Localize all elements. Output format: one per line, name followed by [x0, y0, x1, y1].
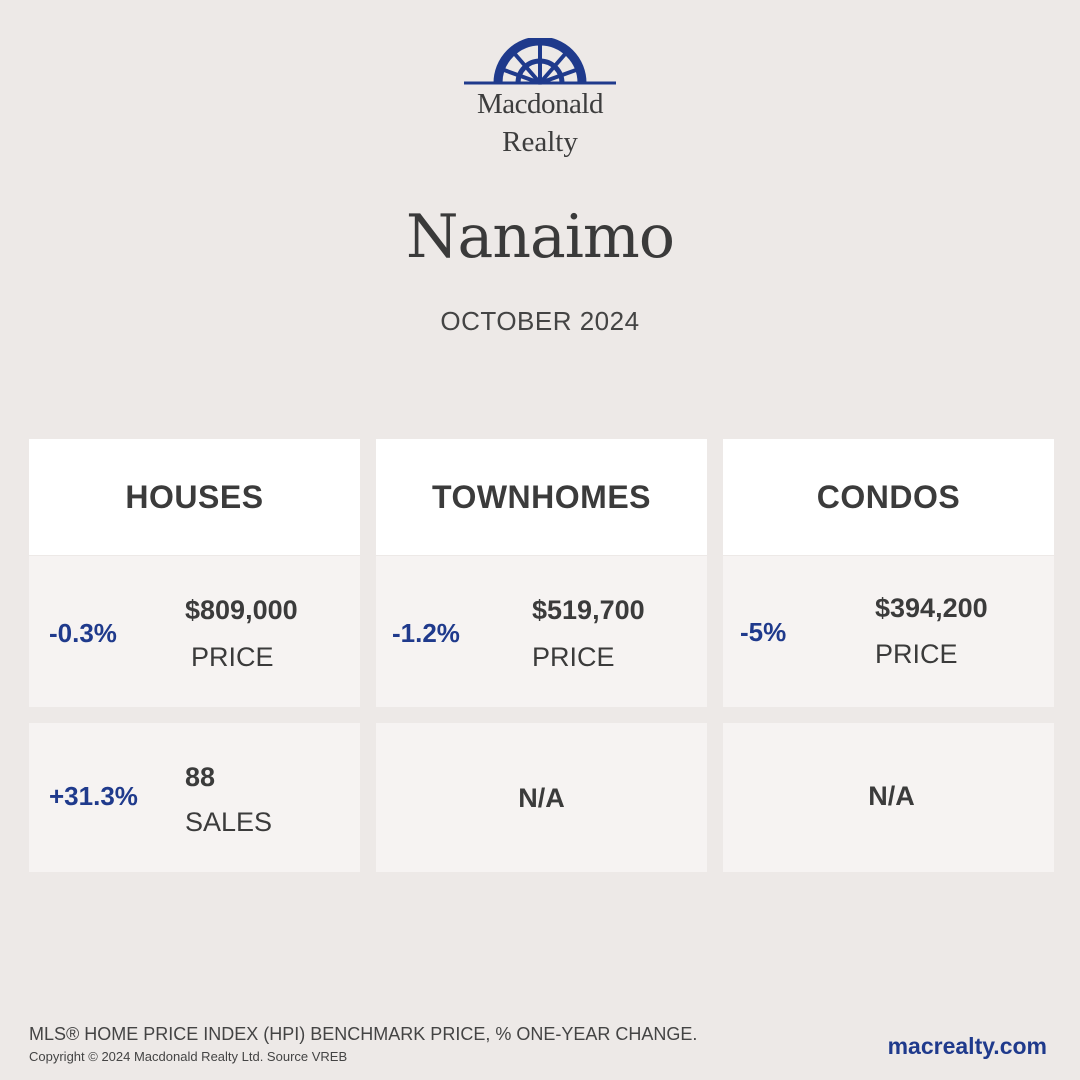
- price-label: PRICE: [532, 642, 615, 672]
- website-link[interactable]: macrealty.com: [887, 1033, 1047, 1059]
- brand-name-line1: Macdonald: [477, 88, 603, 120]
- column-header: CONDOS: [723, 439, 1054, 555]
- sunburst-arch-icon: [464, 38, 616, 85]
- townhomes-column: TOWNHOMES -1.2% $519,700 PRICE N/A: [376, 439, 707, 872]
- column-header: TOWNHOMES: [376, 439, 707, 555]
- price-label: PRICE: [875, 639, 958, 669]
- sales-cell: +31.3% 88 SALES: [29, 723, 360, 872]
- price-change: -1.2%: [392, 618, 460, 648]
- copyright-text: Copyright © 2024 Macdonald Realty Ltd. S…: [29, 1049, 348, 1064]
- sales-value: 88: [185, 762, 216, 792]
- price-value: $519,700: [532, 595, 645, 625]
- not-available-text: N/A: [518, 783, 565, 813]
- column-header: HOUSES: [29, 439, 360, 555]
- houses-column: HOUSES -0.3% $809,000 PRICE +31.3% 88 SA…: [29, 439, 360, 872]
- methodology-note: MLS® HOME PRICE INDEX (HPI) BENCHMARK PR…: [29, 1024, 698, 1044]
- sales-cell: N/A: [376, 723, 707, 872]
- price-label: PRICE: [191, 642, 274, 672]
- not-available-text: N/A: [868, 781, 915, 811]
- price-value: $809,000: [185, 595, 298, 625]
- price-cell: -5% $394,200 PRICE: [723, 556, 1054, 707]
- condos-column: CONDOS -5% $394,200 PRICE N/A: [723, 439, 1054, 872]
- sales-cell: N/A: [723, 723, 1054, 872]
- sales-label: SALES: [185, 807, 273, 837]
- report-period: OCTOBER 2024: [440, 306, 640, 336]
- brand-logo: Macdonald Realty: [440, 38, 640, 168]
- price-cell: -1.2% $519,700 PRICE: [376, 556, 707, 707]
- price-change: -0.3%: [49, 618, 117, 648]
- city-title: Nanaimo: [406, 202, 675, 272]
- price-value: $394,200: [875, 593, 988, 623]
- brand-name-line2: Realty: [502, 126, 578, 158]
- sales-change: +31.3%: [49, 781, 138, 811]
- price-cell: -0.3% $809,000 PRICE: [29, 556, 360, 707]
- price-change: -5%: [740, 617, 787, 647]
